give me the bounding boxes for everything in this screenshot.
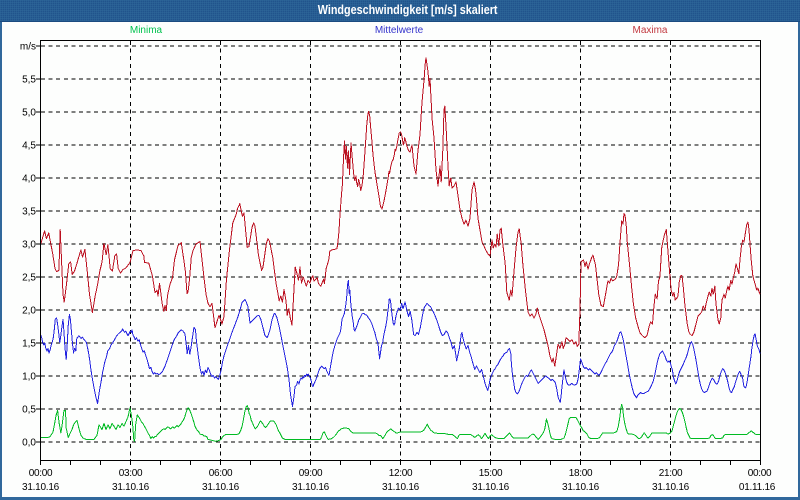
svg-text:01.11.16: 01.11.16: [739, 482, 776, 493]
svg-text:2,0: 2,0: [22, 306, 36, 317]
svg-text:4,5: 4,5: [22, 141, 36, 152]
svg-text:09:00: 09:00: [299, 468, 323, 479]
svg-text:2,5: 2,5: [22, 273, 36, 284]
svg-text:5,5: 5,5: [22, 75, 36, 86]
svg-text:31.10.16: 31.10.16: [382, 482, 420, 493]
svg-text:5,0: 5,0: [22, 108, 36, 119]
svg-text:3,0: 3,0: [22, 240, 36, 251]
svg-text:31.10.16: 31.10.16: [22, 482, 60, 493]
svg-text:31.10.16: 31.10.16: [562, 482, 600, 493]
svg-text:0,0: 0,0: [22, 438, 36, 449]
svg-text:1,0: 1,0: [22, 372, 36, 383]
svg-text:1,5: 1,5: [22, 339, 36, 350]
svg-text:15:00: 15:00: [479, 468, 503, 479]
svg-text:31.10.16: 31.10.16: [112, 482, 150, 493]
svg-text:21:00: 21:00: [659, 468, 683, 479]
svg-text:31.10.16: 31.10.16: [202, 482, 240, 493]
svg-text:4,0: 4,0: [22, 174, 36, 185]
svg-text:3,5: 3,5: [22, 207, 36, 218]
svg-text:m/s: m/s: [20, 42, 36, 53]
svg-text:31.10.16: 31.10.16: [292, 482, 330, 493]
svg-text:00:00: 00:00: [29, 468, 53, 479]
svg-text:31.10.16: 31.10.16: [472, 482, 510, 493]
svg-text:31.10.16: 31.10.16: [652, 482, 690, 493]
svg-text:0,5: 0,5: [22, 405, 36, 416]
svg-text:03:00: 03:00: [119, 468, 143, 479]
svg-text:18:00: 18:00: [569, 468, 593, 479]
svg-text:06:00: 06:00: [209, 468, 233, 479]
svg-text:12:00: 12:00: [389, 468, 413, 479]
svg-text:00:00: 00:00: [748, 468, 772, 479]
